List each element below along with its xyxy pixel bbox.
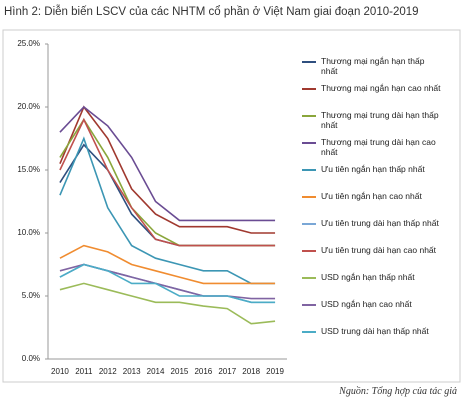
x-tick-label: 2018 <box>242 367 260 376</box>
legend-item: Thương mại trung dài hạn cao nhất <box>302 137 442 164</box>
legend-label: Ưu tiên ngắn hạn cao nhất <box>321 191 422 201</box>
legend-swatch <box>302 223 316 225</box>
legend-label: Thương mại ngắn hạn thấp nhất <box>321 56 425 76</box>
y-tick-label: 25.0% <box>17 39 40 48</box>
legend-label: Thương mại ngắn hạn cao nhất <box>321 83 441 93</box>
x-tick-label: 2015 <box>171 367 189 376</box>
series-line <box>59 105 276 234</box>
legend-item: Ưu tiên trung dài hạn thấp nhất <box>302 218 442 245</box>
legend-label: Ưu tiên trung dài hạn thấp nhất <box>321 218 439 228</box>
source-note: Nguồn: Tổng hợp của tác giả <box>339 386 457 397</box>
legend-item: USD ngắn hạn thấp nhất <box>302 272 442 299</box>
legend-swatch <box>302 196 316 198</box>
legend-swatch <box>302 277 316 279</box>
x-tick-label: 2011 <box>75 367 93 376</box>
legend-label: Thương mại trung dài hạn thấp nhất <box>321 110 439 130</box>
legend-swatch <box>302 88 316 90</box>
y-tick-label: 20.0% <box>17 102 40 111</box>
legend-item: Ưu tiên ngắn hạn cao nhất <box>302 191 442 218</box>
x-tick-label: 2014 <box>147 367 165 376</box>
x-tick-label: 2019 <box>266 367 284 376</box>
chart-frame <box>2 29 461 383</box>
legend-item: Thương mại ngắn hạn thấp nhất <box>302 56 442 83</box>
x-tick-label: 2016 <box>194 367 212 376</box>
y-tick-label: 10.0% <box>17 228 40 237</box>
legend-label: USD ngắn hạn thấp nhất <box>321 272 415 282</box>
legend-item: USD trung dài hạn thấp nhất <box>302 326 442 353</box>
legend-swatch <box>302 142 316 144</box>
legend-label: Ưu tiên trung dài hạn cao nhất <box>321 245 437 255</box>
legend-item: Thương mại trung dài hạn thấp nhất <box>302 110 442 137</box>
legend-swatch <box>302 331 316 333</box>
chart-title: Hình 2: Diễn biến LSCV của các NHTM cổ p… <box>4 6 419 18</box>
legend-label: Ưu tiên ngắn hạn thấp nhất <box>321 164 425 174</box>
series-line <box>59 263 276 300</box>
legend-swatch <box>302 250 316 252</box>
legend-label: USD ngắn hạn cao nhất <box>321 299 412 309</box>
legend-item: USD ngắn hạn cao nhất <box>302 299 442 326</box>
legend-swatch <box>302 304 316 306</box>
legend-swatch <box>302 115 316 117</box>
x-tick-label: 2013 <box>123 367 141 376</box>
y-tick-label: 0.0% <box>22 354 40 363</box>
legend-item: Ưu tiên ngắn hạn thấp nhất <box>302 164 442 191</box>
series-line <box>59 282 276 325</box>
series-line <box>59 244 276 285</box>
y-tick-label: 15.0% <box>17 165 40 174</box>
x-tick-label: 2010 <box>51 367 69 376</box>
legend-swatch <box>302 61 316 63</box>
legend-label: Thương mại trung dài hạn cao nhất <box>321 137 436 157</box>
x-tick-label: 2012 <box>99 367 117 376</box>
x-tick-label: 2017 <box>218 367 236 376</box>
legend: Thương mại ngắn hạn thấp nhất Thương mại … <box>302 56 442 353</box>
legend-swatch <box>302 169 316 171</box>
legend-item: Thương mại ngắn hạn cao nhất <box>302 83 442 110</box>
series-line <box>59 263 276 304</box>
series-line <box>59 117 276 247</box>
legend-item: Ưu tiên trung dài hạn cao nhất <box>302 245 442 272</box>
legend-label: USD trung dài hạn thấp nhất <box>321 326 429 336</box>
series-line <box>59 105 276 222</box>
series-line <box>59 136 276 285</box>
y-tick-label: 5.0% <box>22 291 40 300</box>
